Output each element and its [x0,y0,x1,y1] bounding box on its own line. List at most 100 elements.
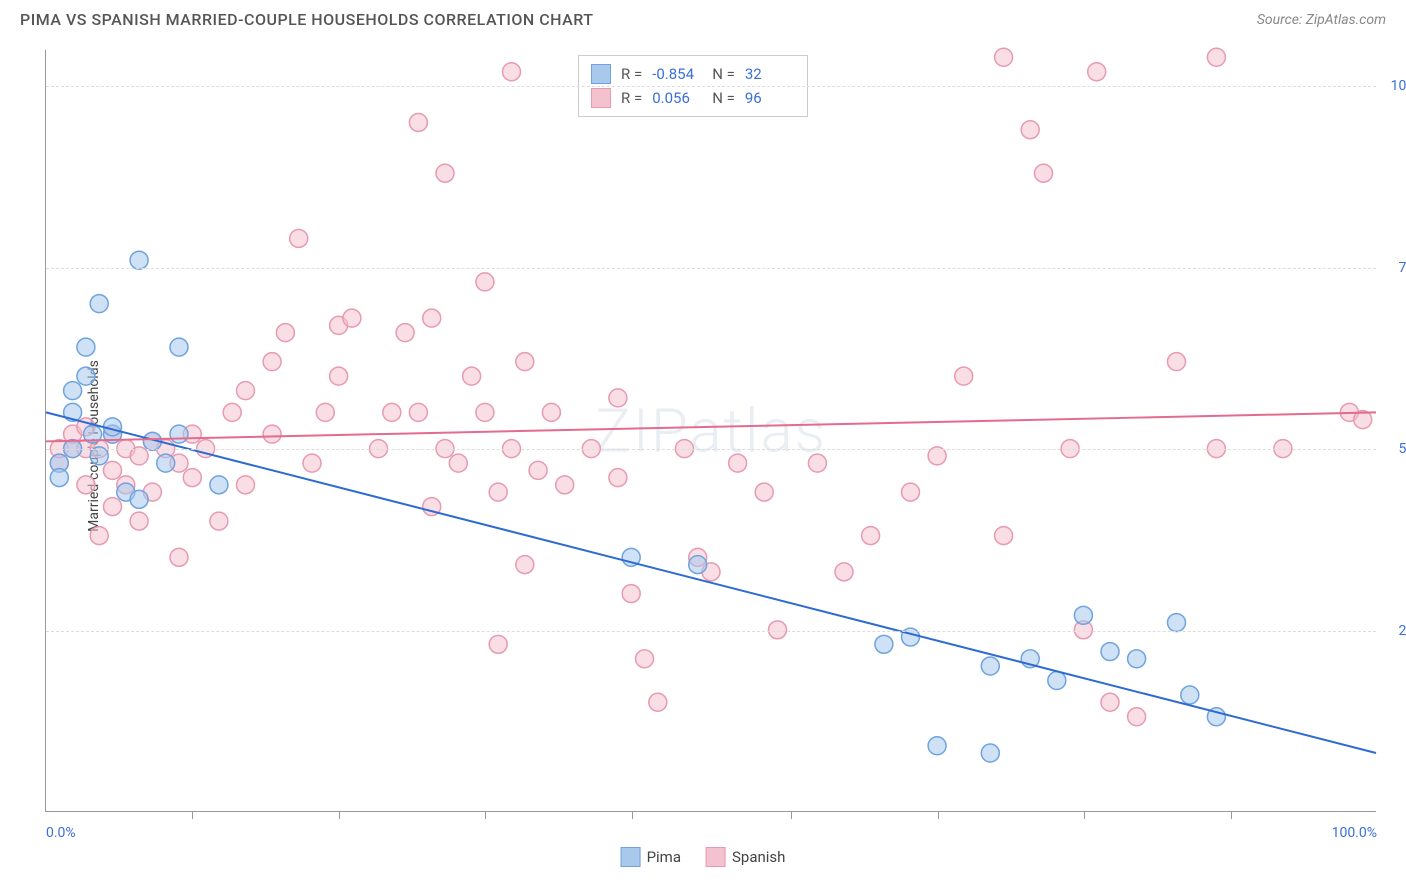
data-point [995,527,1013,545]
data-point [649,693,667,711]
stat-n-label: N = [712,65,735,83]
legend-label: Pima [647,848,681,866]
data-point [755,483,773,501]
data-point [556,476,574,494]
gridline [46,268,1376,269]
x-tick-label: 0.0% [46,825,76,841]
data-point [343,309,361,327]
data-point [808,454,826,472]
data-point [516,353,534,371]
data-point [1128,650,1146,668]
x-tick [339,811,340,819]
data-point [1035,164,1053,182]
data-point [981,657,999,675]
data-point [130,490,148,508]
data-point [1101,693,1119,711]
stat-r-label: R = [621,65,642,83]
data-point [1101,643,1119,661]
data-point [64,382,82,400]
chart-title: PIMA VS SPANISH MARRIED-COUPLE HOUSEHOLD… [20,10,594,29]
y-tick-label: 100.0% [1391,78,1406,94]
data-point [529,461,547,479]
data-point [77,367,95,385]
data-point [436,164,454,182]
data-point [955,367,973,385]
data-point [170,425,188,443]
chart-header: PIMA VS SPANISH MARRIED-COUPLE HOUSEHOLD… [0,0,1406,34]
data-point [609,389,627,407]
stat-n-value: 96 [745,89,795,107]
data-point [409,403,427,421]
stats-row: R = -0.854 N = 32 [591,62,795,86]
data-point [516,556,534,574]
gridline [46,86,1376,87]
series-swatch [591,64,611,84]
data-point [636,650,654,668]
data-point [835,563,853,581]
data-point [290,229,308,247]
legend-item: Pima [621,847,681,867]
data-point [1074,606,1092,624]
data-point [77,338,95,356]
x-tick [1231,811,1232,819]
x-tick [791,811,792,819]
data-point [609,469,627,487]
y-tick-label: 50.0% [1398,441,1406,457]
data-point [183,469,201,487]
data-point [503,63,521,81]
data-point [1048,672,1066,690]
legend-label: Spanish [732,848,785,866]
data-point [237,476,255,494]
data-point [263,425,281,443]
x-tick [192,811,193,819]
data-point [77,476,95,494]
data-point [902,483,920,501]
data-point [449,454,467,472]
data-point [862,527,880,545]
x-tick [485,811,486,819]
bottom-legend: Pima Spanish [621,847,786,867]
data-point [104,461,122,479]
data-point [542,403,560,421]
scatter-plot-svg [46,50,1376,811]
data-point [981,744,999,762]
data-point [423,309,441,327]
data-point [130,251,148,269]
data-point [90,295,108,313]
data-point [263,353,281,371]
data-point [170,338,188,356]
data-point [1128,708,1146,726]
data-point [875,635,893,653]
stats-row: R = 0.056 N = 96 [591,86,795,110]
data-point [104,498,122,516]
data-point [995,48,1013,66]
x-tick-label: 100.0% [1332,825,1377,841]
data-point [383,403,401,421]
data-point [622,585,640,603]
data-point [928,737,946,755]
data-point [1021,121,1039,139]
data-point [1168,614,1186,632]
data-point [1088,63,1106,81]
data-point [223,403,241,421]
gridline [46,449,1376,450]
trend-line [46,412,1376,441]
legend-item: Spanish [706,847,785,867]
data-point [50,469,68,487]
data-point [210,476,228,494]
data-point [303,454,321,472]
y-tick-label: 25.0% [1398,623,1406,639]
chart-source: Source: ZipAtlas.com [1257,12,1386,28]
data-point [210,512,228,530]
data-point [476,273,494,291]
data-point [316,403,334,421]
x-tick [938,811,939,819]
data-point [276,324,294,342]
y-tick-label: 75.0% [1398,260,1406,276]
legend-swatch [621,847,641,867]
stat-n-value: 32 [745,65,795,83]
series-swatch [591,88,611,108]
data-point [463,367,481,385]
x-tick [632,811,633,819]
data-point [1181,686,1199,704]
